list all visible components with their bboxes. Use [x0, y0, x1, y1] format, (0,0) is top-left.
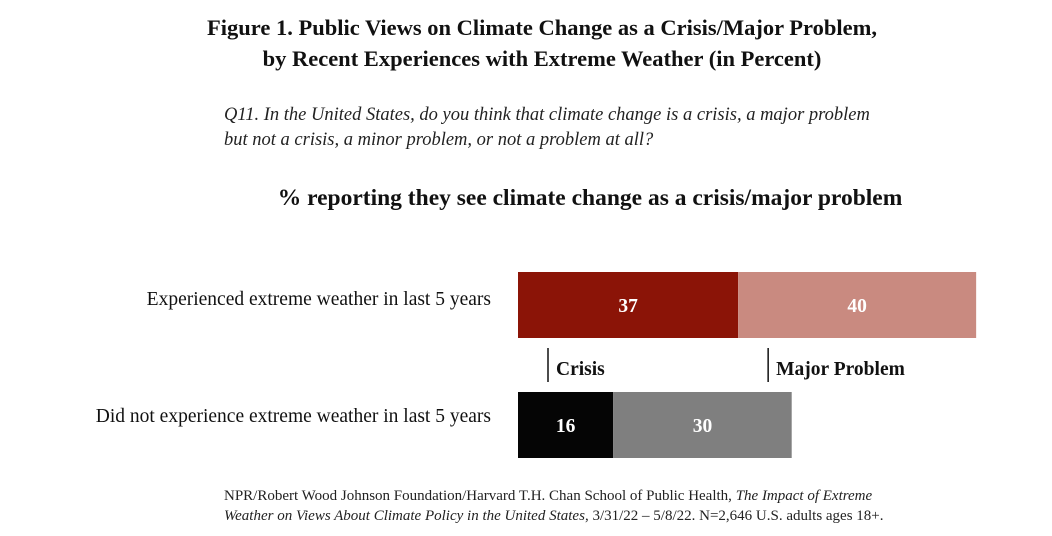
- chart-title-line-2: by Recent Experiences with Extreme Weath…: [262, 46, 822, 71]
- data-label: 16: [556, 416, 576, 437]
- source-note-line-1: NPR/Robert Wood Johnson Foundation/Harva…: [224, 486, 1050, 506]
- source-plain-2: , 3/31/22 – 5/8/22. N=2,646 U.S. adults …: [584, 508, 884, 524]
- source-italic-1: The Impact of Extreme: [735, 488, 873, 504]
- category-label: Experienced extreme weather in last 5 ye…: [147, 289, 491, 310]
- bar-segment: [518, 272, 739, 338]
- bar-segment: [738, 272, 977, 338]
- question-text-line-2: but not a crisis, a minor problem, or no…: [224, 130, 654, 150]
- source-note-line-2: Weather on Views About Climate Policy in…: [224, 506, 1050, 526]
- source-plain-1: NPR/Robert Wood Johnson Foundation/Harva…: [224, 488, 736, 504]
- legend-label: Crisis: [556, 359, 605, 380]
- bar-segment: [613, 392, 792, 458]
- data-label: 30: [693, 416, 713, 437]
- question-text-line-1: Q11. In the United States, do you think …: [224, 105, 870, 125]
- source-italic-2: Weather on Views About Climate Policy in…: [224, 508, 585, 524]
- stacked-bar-chart: Experienced extreme weather in last 5 ye…: [96, 272, 977, 458]
- chart-subtitle: % reporting they see climate change as a…: [277, 185, 903, 211]
- legend-label: Major Problem: [776, 359, 905, 380]
- bar-segment: [518, 392, 614, 458]
- chart-title-line-1: Figure 1. Public Views on Climate Change…: [207, 15, 877, 40]
- category-label: Did not experience extreme weather in la…: [96, 406, 491, 427]
- data-label: 37: [618, 296, 638, 317]
- data-label: 40: [847, 296, 867, 317]
